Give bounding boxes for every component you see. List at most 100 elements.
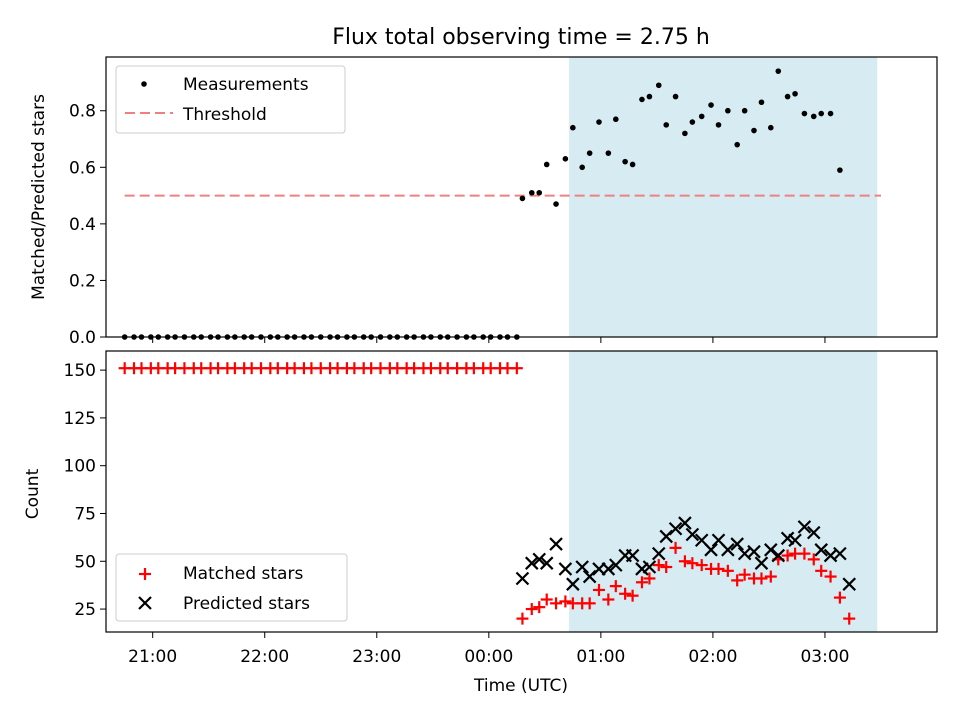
- measurement-point: [646, 93, 653, 100]
- bottom-xtick-label: 22:00: [240, 647, 289, 667]
- top-ytick-label: 0.2: [69, 271, 96, 291]
- matched-star-point: [635, 576, 648, 589]
- predicted-star-stroke-b: [524, 556, 539, 570]
- bottom-ytick-label: 25: [74, 600, 96, 620]
- measurement-point: [682, 130, 688, 137]
- bottom-xtick-label: 23:00: [352, 647, 401, 667]
- measurement-point: [596, 119, 602, 125]
- matched-star-point: [602, 593, 615, 606]
- bottom-xtick-label: 02:00: [688, 647, 737, 667]
- predicted-star-stroke-b: [730, 537, 744, 551]
- measurements-legend-marker: [141, 81, 147, 87]
- matched-star-point: [815, 564, 828, 577]
- predicted-star-stroke-b: [566, 577, 580, 591]
- measurement-point: [801, 110, 808, 117]
- top-legend-box: [115, 65, 346, 134]
- predicted-star-stroke-b: [575, 560, 589, 574]
- measurement-point: [663, 122, 670, 128]
- predicted-star-point: [833, 546, 847, 561]
- predicted-star-stroke-b: [754, 556, 769, 570]
- predicted-legend-marker: [138, 596, 152, 610]
- measurement-point: [655, 82, 662, 89]
- measurement-point: [751, 127, 757, 134]
- bottom-xtick-label: 03:00: [800, 647, 849, 667]
- matched-star-point: [798, 547, 811, 560]
- matched-star-point: [686, 557, 699, 570]
- matched-star-point: [843, 612, 856, 625]
- predicted-star-stroke-b: [651, 546, 666, 561]
- measurement-point: [622, 158, 628, 165]
- predicted-star-stroke-b: [601, 562, 616, 576]
- matched-star-point: [764, 570, 777, 583]
- predicted-star-point: [797, 520, 812, 534]
- predicted-star-point: [601, 562, 616, 576]
- matched-star-point: [510, 362, 523, 375]
- predicted-star-point: [806, 525, 821, 540]
- measurement-point: [810, 113, 817, 120]
- predicted-star-stroke-b: [764, 543, 778, 557]
- predicted-star-stroke-b: [642, 560, 657, 574]
- measurement-point: [536, 189, 543, 196]
- matched-star-point: [678, 555, 691, 568]
- matched-star-point: [592, 583, 605, 596]
- matched-star-point: [525, 603, 538, 616]
- matched-star-point: [781, 549, 794, 562]
- predicted-star-stroke-b: [833, 546, 847, 561]
- predicted-star-point: [668, 521, 683, 536]
- measurement-point: [837, 167, 843, 173]
- x-axis-label: Time (UTC): [473, 676, 568, 696]
- bottom-ytick-label: 75: [74, 504, 96, 524]
- matched-star-point: [669, 541, 682, 554]
- matched-star-point: [721, 564, 734, 577]
- measurement-point: [586, 150, 593, 156]
- matched-star-point: [643, 572, 656, 585]
- bottom-ytick-label: 100: [64, 457, 96, 477]
- predicted-star-stroke-b: [814, 543, 828, 557]
- predicted-star-stroke-b: [823, 548, 838, 563]
- top-ytick-label: 0.8: [69, 102, 96, 122]
- legend-matched-label: Matched stars: [183, 564, 303, 584]
- bottom-ytick-label: 50: [74, 552, 96, 572]
- matched-star-point: [559, 595, 572, 608]
- predicted-star-point: [685, 527, 700, 542]
- predicted-star-point: [515, 571, 530, 586]
- matched-star-point: [712, 562, 725, 575]
- measurement-point: [715, 122, 722, 128]
- predicted-star-point: [566, 577, 580, 591]
- predicted-star-stroke-b: [515, 571, 530, 586]
- bottom-xticks: 21:00 22:00 23:00 00:00 01:00 02:00 03:00: [128, 632, 849, 667]
- predicted-star-stroke-b: [668, 521, 683, 536]
- predicted-star-point: [678, 516, 692, 530]
- matched-star-point: [738, 568, 751, 581]
- top-ytick-label: 0.4: [69, 215, 96, 235]
- predicted-star-stroke-b: [532, 552, 547, 567]
- bottom-xtick-label: 00:00: [464, 647, 513, 667]
- top-axes-frame: [105, 56, 938, 338]
- legend-measurements-label: Measurements: [183, 75, 309, 95]
- predicted-star-point: [754, 556, 769, 570]
- measurement-point: [579, 164, 585, 171]
- predicted-star-stroke-b: [797, 520, 812, 534]
- predicted-star-stroke-b: [539, 556, 554, 570]
- matched-legend-marker: [139, 568, 151, 580]
- matched-star-point: [807, 553, 820, 566]
- predicted-star-stroke-b: [704, 543, 718, 557]
- measurement-point: [784, 93, 791, 100]
- measurement-point: [543, 161, 550, 168]
- matched-star-point: [652, 559, 665, 572]
- measurement-point: [708, 102, 714, 108]
- matched-stars-points: [118, 362, 856, 625]
- measurement-point: [827, 110, 834, 117]
- matched-star-point: [731, 574, 744, 587]
- predicted-star-stroke-b: [659, 529, 674, 544]
- measurement-point: [689, 119, 696, 125]
- predicted-star-point: [659, 529, 674, 544]
- predicted-star-point: [539, 556, 554, 570]
- matched-star-point: [533, 601, 546, 614]
- measurement-point: [553, 201, 559, 207]
- measurement-point: [528, 189, 535, 196]
- measurement-point: [741, 107, 748, 114]
- predicted-star-stroke-b: [788, 533, 802, 548]
- predicted-star-point: [747, 544, 761, 559]
- bottom-yticks: 25 50 75 100 125 150: [64, 361, 106, 620]
